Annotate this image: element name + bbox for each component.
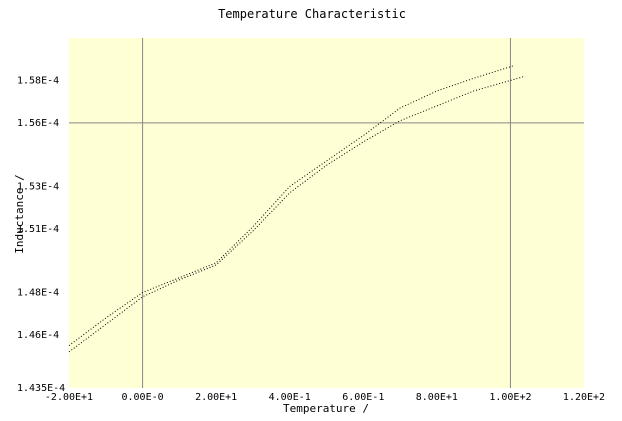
- y-tick-label-5: 1.56E-4: [17, 118, 59, 129]
- y-axis-ticks: 1.435E-4 1.46E-4 1.48E-4 1.51E-4 1.53E-4 1.56…: [17, 75, 65, 394]
- gridlines: [69, 38, 584, 388]
- y-tick-label-4: 1.53E-4: [17, 181, 59, 192]
- x-tick-label-1: 0.00E-0: [121, 392, 163, 403]
- y-tick-label-6: 1.58E-4: [17, 75, 59, 86]
- chart-title: Temperature Characteristic: [218, 7, 406, 21]
- y-tick-label-3: 1.51E-4: [17, 224, 59, 235]
- plot-area: [69, 38, 584, 388]
- y-axis-label: Inductance /: [13, 174, 26, 253]
- x-tick-label-0: -2.00E+1: [45, 392, 93, 403]
- y-tick-label-1: 1.46E-4: [17, 330, 59, 341]
- x-tick-label-5: 8.00E+1: [416, 392, 458, 403]
- x-tick-label-7: 1.20E+2: [563, 392, 605, 403]
- x-tick-label-6: 1.00E+2: [489, 392, 531, 403]
- y-tick-label-2: 1.48E-4: [17, 288, 59, 299]
- series-group: [68, 65, 526, 353]
- x-axis-label: Temperature /: [283, 402, 369, 415]
- x-tick-label-2: 2.00E+1: [195, 392, 237, 403]
- series-line-1: [68, 65, 515, 347]
- y-tick-label-0: 1.435E-4: [17, 383, 65, 394]
- x-tick-label-4: 6.00E-1: [342, 392, 384, 403]
- x-axis-ticks: -2.00E+1 0.00E-0 2.00E+1 4.00E-1 6.00E-1 8.00…: [45, 392, 605, 403]
- x-tick-label-3: 4.00E-1: [269, 392, 311, 403]
